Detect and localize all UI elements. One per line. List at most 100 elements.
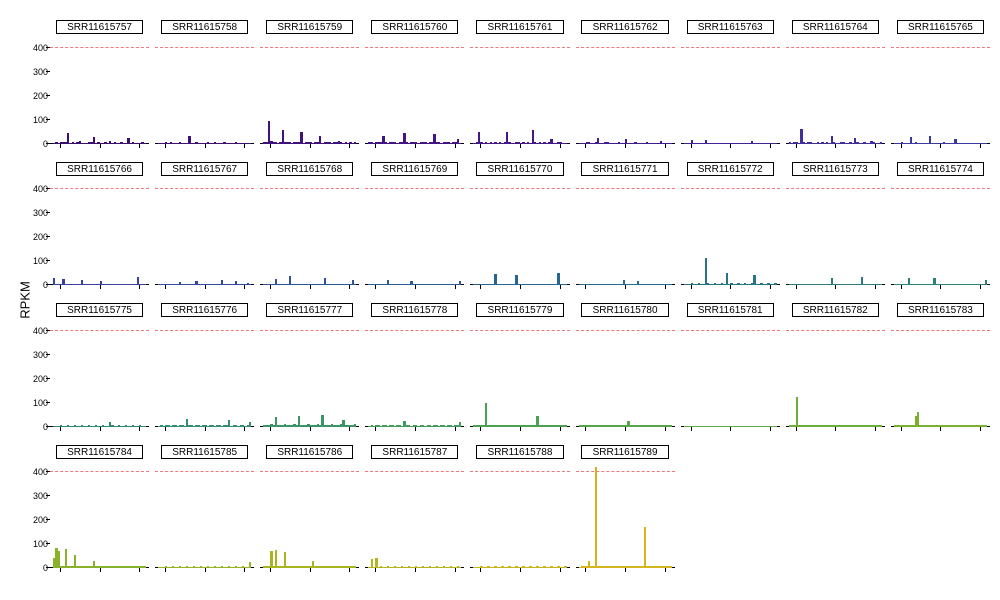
bar — [249, 422, 251, 426]
xtick-mark — [940, 144, 941, 148]
panel-title: SRR11615789 — [581, 445, 668, 459]
ytick-label: 400 — [33, 467, 50, 477]
xtick-mark — [730, 144, 731, 148]
xtick-mark — [625, 144, 626, 148]
bars-container — [263, 38, 356, 144]
panel-title: SRR11615770 — [476, 162, 563, 176]
ytick-label: 300 — [33, 67, 50, 77]
ytick-mark — [46, 236, 50, 237]
xtick-mark — [691, 144, 692, 148]
panel-cell: SRR11615786 — [260, 445, 359, 581]
bar — [595, 467, 597, 568]
panel-plot — [681, 38, 780, 144]
xtick-mark — [901, 144, 902, 148]
panel-plot — [260, 38, 359, 144]
bar — [65, 549, 67, 568]
xtick-mark — [205, 285, 206, 289]
xtick-mark — [244, 144, 245, 148]
xtick-mark — [940, 285, 941, 289]
panel-plot — [365, 321, 464, 427]
xtick-mark — [980, 285, 981, 289]
panel-cell — [786, 445, 885, 581]
xtick-mark — [796, 427, 797, 431]
xtick-mark — [560, 427, 561, 431]
panel-cell: SRR11615759 — [260, 20, 359, 156]
xtick-mark — [585, 568, 586, 572]
xtick-mark — [455, 568, 456, 572]
xtick-mark — [625, 427, 626, 431]
panel-plot — [891, 180, 990, 286]
panel-cell: SRR11615766 0100200300400 — [50, 162, 149, 298]
xtick-mark — [139, 568, 140, 572]
bars-container — [158, 180, 251, 286]
bars-container — [684, 180, 777, 286]
panel-title: SRR11615760 — [371, 20, 458, 34]
bars-container — [473, 38, 566, 144]
bar — [459, 567, 461, 568]
xtick-mark — [244, 568, 245, 572]
xtick-mark — [730, 427, 731, 431]
panel-plot — [891, 321, 990, 427]
panel-cell: SRR11615785 — [155, 445, 254, 581]
xtick-mark — [480, 285, 481, 289]
panel-cell: SRR116157840100200300400 — [50, 445, 149, 581]
panel-cell: SRR11615774 — [891, 162, 990, 298]
bar — [144, 426, 146, 427]
panel-title: SRR11615786 — [266, 445, 353, 459]
xtick-mark — [625, 285, 626, 289]
bars-container — [368, 463, 461, 569]
panel-title: SRR11615758 — [161, 20, 248, 34]
xtick-mark — [60, 144, 61, 148]
panel-title: SRR11615759 — [266, 20, 353, 34]
xtick-mark — [940, 427, 941, 431]
bar — [144, 284, 146, 285]
xtick-mark — [349, 144, 350, 148]
panel-cell: SRR11615780 — [576, 303, 675, 439]
panel-plot: 0100200300400 — [50, 180, 149, 286]
bars-container — [368, 180, 461, 286]
panel-plot — [470, 463, 569, 569]
panel-title: SRR11615773 — [792, 162, 879, 176]
panel-title: SRR11615775 — [56, 303, 143, 317]
panel-plot: 0100200300400 — [50, 463, 149, 569]
panel-plot — [786, 321, 885, 427]
ytick-label: 300 — [33, 208, 50, 218]
panel-plot — [470, 38, 569, 144]
bars-container — [263, 321, 356, 427]
xtick-mark — [165, 568, 166, 572]
bars-container — [473, 180, 566, 286]
bars-container — [789, 38, 882, 144]
panel-title: SRR11615774 — [897, 162, 984, 176]
xtick-mark — [349, 568, 350, 572]
panel-title: SRR11615767 — [161, 162, 248, 176]
bar — [669, 566, 671, 568]
panel-title: SRR11615766 — [56, 162, 143, 176]
panel-cell: SRR11615768 — [260, 162, 359, 298]
panel-cell: SRR11615758 — [155, 20, 254, 156]
rpkm-small-multiples-figure: RPKM SRR116157570100200300400SRR11615758… — [0, 0, 1000, 600]
xtick-mark — [100, 427, 101, 431]
xtick-mark — [270, 427, 271, 431]
panel-title: SRR11615762 — [581, 20, 668, 34]
xtick-mark — [875, 427, 876, 431]
ytick-label: 400 — [33, 43, 50, 53]
xtick-mark — [375, 568, 376, 572]
bars-container — [53, 463, 146, 569]
panel-plot — [260, 463, 359, 569]
panel-plot — [891, 38, 990, 144]
panel-cell: SRR11615771 — [576, 162, 675, 298]
panel-plot: 0100200300400 — [50, 321, 149, 427]
xtick-mark — [415, 427, 416, 431]
bars-container — [579, 463, 672, 569]
xtick-mark — [585, 144, 586, 148]
ytick-label: 400 — [33, 326, 50, 336]
xtick-mark — [100, 144, 101, 148]
bars-container — [894, 38, 987, 144]
xtick-mark — [205, 144, 206, 148]
bar — [880, 142, 882, 143]
xtick-mark — [60, 285, 61, 289]
panel-cell: SRR11615782 — [786, 303, 885, 439]
panel-cell: SRR11615767 — [155, 162, 254, 298]
panel-title: SRR11615781 — [687, 303, 774, 317]
bars-container — [53, 180, 146, 286]
